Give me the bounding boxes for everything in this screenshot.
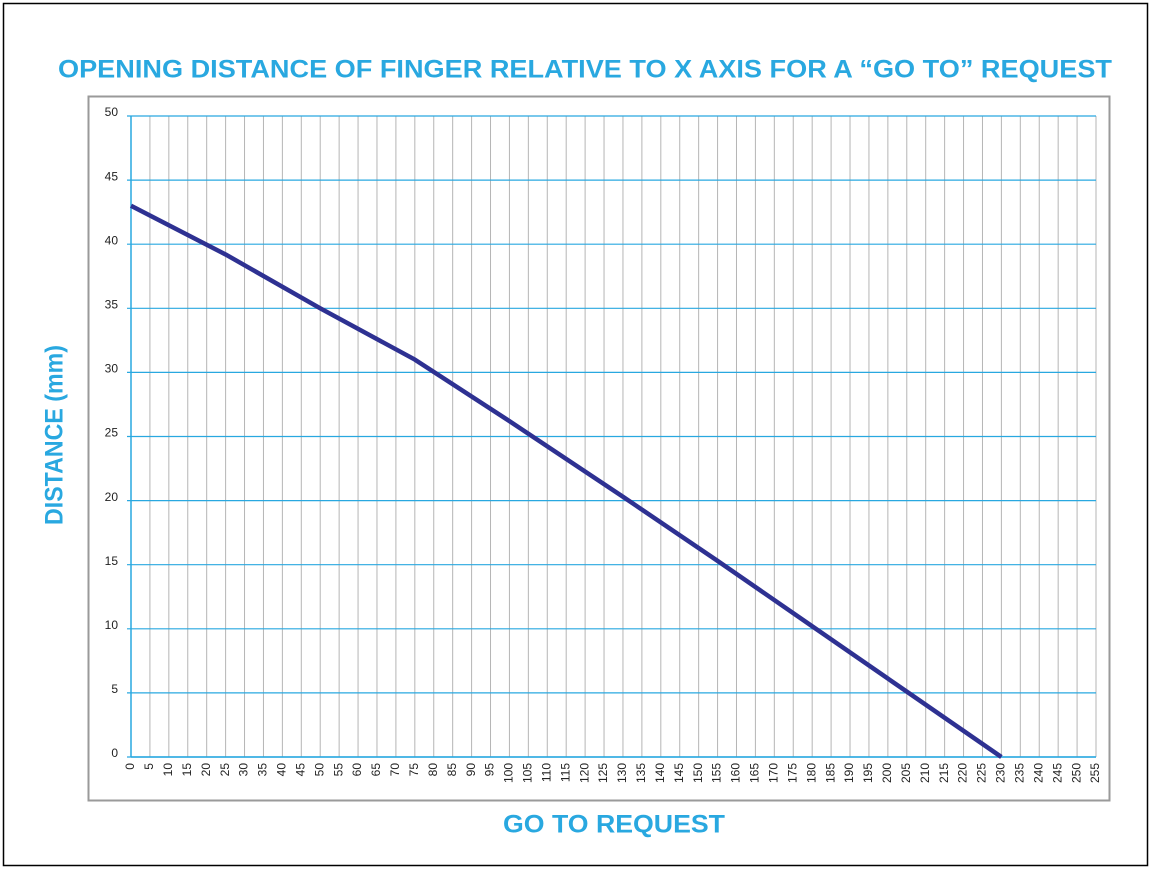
chart-title: OPENING DISTANCE OF FINGER RELATIVE TO X… [58,56,1112,84]
y-tick-label: 50 [105,105,119,119]
x-tick-label: 205 [899,763,913,783]
x-tick-label: 95 [483,763,497,777]
x-tick-label: 230 [994,763,1008,783]
x-tick-label: 140 [653,763,667,783]
x-tick-label: 45 [293,763,307,777]
x-tick-label: 160 [729,763,743,783]
x-tick-label: 255 [1088,763,1102,783]
x-tick-label: 110 [539,763,553,782]
x-tick-label: 15 [180,763,194,777]
x-tick-label: 100 [502,763,516,783]
x-tick-label: 60 [350,763,364,777]
x-tick-label: 40 [275,763,289,777]
x-tick-label: 225 [975,763,989,783]
y-tick-label: 10 [105,618,119,632]
y-tick-label: 15 [105,554,119,568]
x-tick-label: 65 [369,763,383,777]
x-tick-label: 190 [842,763,856,783]
y-tick-label: 45 [105,169,119,183]
y-axis-label: DISTANCE (mm) [41,345,69,525]
x-tick-label: 85 [445,763,459,777]
x-tick-label: 20 [199,763,213,777]
x-tick-label: 185 [823,763,837,783]
x-tick-label: 70 [388,763,402,777]
y-tick-label: 25 [105,426,119,440]
x-tick-label: 105 [521,763,535,783]
y-tick-label: 30 [105,362,119,376]
y-tick-label: 35 [105,297,119,311]
x-tick-label: 50 [312,763,326,777]
x-tick-label: 210 [918,763,932,783]
x-tick-label: 0 [123,763,137,770]
x-tick-label: 75 [407,763,421,777]
x-tick-label: 130 [615,763,629,783]
x-tick-label: 200 [880,763,894,783]
x-tick-label: 145 [672,763,686,783]
x-tick-label: 125 [596,763,610,783]
x-tick-label: 155 [710,763,724,783]
x-tick-label: 235 [1012,763,1026,783]
x-tick-label: 250 [1069,763,1083,783]
data-line [129,203,1003,759]
x-tick-label: 135 [634,763,648,783]
x-tick-label: 245 [1050,763,1064,783]
x-tick-label: 25 [218,763,232,777]
y-tick-label: 5 [111,682,118,696]
x-tick-label: 80 [426,763,440,777]
x-tick-label: 150 [691,763,705,783]
x-tick-label: 175 [785,763,799,783]
y-tick-label: 0 [111,746,118,760]
x-tick-label: 120 [577,763,591,783]
x-tick-label: 30 [237,763,251,777]
x-tick-label: 10 [161,763,175,777]
x-tick-label: 215 [937,763,951,783]
x-tick-label: 35 [256,763,270,777]
y-tick-label: 20 [105,490,119,504]
x-tick-label: 220 [956,763,970,783]
x-tick-label: 195 [861,763,875,783]
plot-frame [87,95,1111,802]
x-tick-label: 165 [748,763,762,783]
x-tick-label: 180 [804,763,818,783]
x-tick-label: 5 [142,763,156,770]
x-axis-label: GO TO REQUEST [503,811,725,839]
x-tick-label: 240 [1031,763,1045,783]
x-tick-label: 55 [331,763,345,777]
x-tick-label: 170 [767,763,781,783]
x-tick-label: 90 [464,763,478,777]
x-tick-label: 115 [558,763,572,782]
y-tick-label: 40 [105,233,119,247]
